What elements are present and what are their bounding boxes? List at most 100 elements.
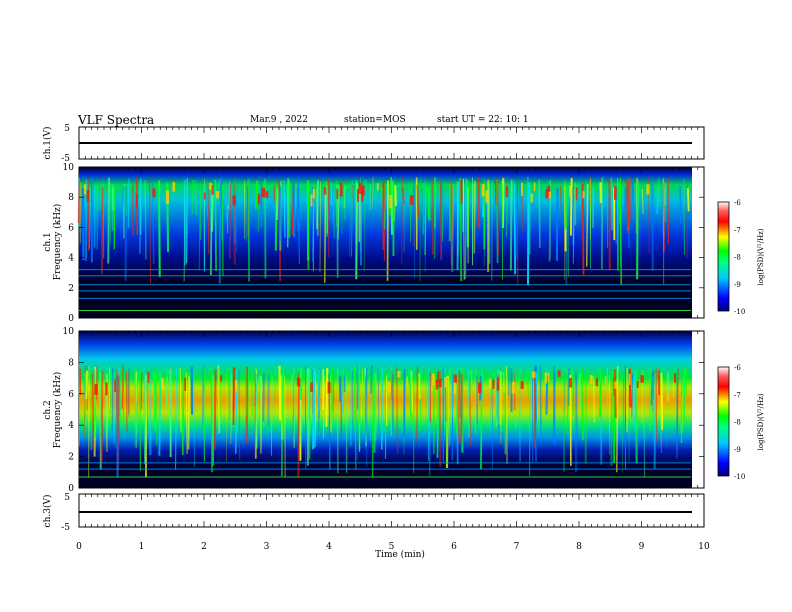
emission-hotspot	[557, 370, 561, 377]
emission-streak	[402, 187, 405, 205]
emission-streak	[278, 365, 282, 421]
emission-streak	[101, 187, 104, 275]
emission-hotspot	[209, 182, 212, 190]
ytick-label: 2	[68, 453, 74, 463]
ch1-spectrogram-lines	[79, 269, 691, 311]
emission-hotspot	[211, 185, 214, 195]
emission-streak	[370, 180, 373, 225]
emission-streak	[146, 368, 148, 429]
ytick-label: 4	[68, 421, 74, 431]
emission-streak	[686, 188, 690, 212]
x-tick-label: 4	[326, 542, 332, 552]
ch2-spectrogram-lines	[79, 462, 691, 478]
emission-hotspot	[511, 382, 516, 394]
start-time-label: start UT = 22: 10: 1	[437, 115, 529, 125]
emission-hotspot	[397, 371, 401, 378]
emission-hotspot	[203, 192, 206, 200]
emission-streak	[636, 181, 639, 280]
ch2-spectrogram-panel: ch.2 Frequency (kHz) 0 2 4 6 8 10	[43, 327, 705, 494]
emission-streak	[107, 177, 111, 264]
emission-streak	[194, 180, 198, 216]
emission-streak	[395, 366, 399, 454]
x-tick-label: 7	[514, 542, 520, 552]
ch1-spectrogram-ylabel-line2: Frequency (kHz)	[52, 204, 63, 281]
emission-streak	[683, 178, 686, 255]
emission-streak	[499, 371, 502, 398]
emission-streak	[279, 186, 282, 242]
emission-streak	[81, 188, 85, 261]
emission-streak	[187, 375, 190, 450]
emission-streak	[410, 370, 414, 412]
emission-hotspot	[435, 379, 439, 390]
ch1-ytick-5: 5	[64, 124, 70, 134]
emission-hotspot	[105, 382, 108, 396]
emission-hotspot	[265, 191, 269, 198]
emission-streak	[518, 182, 522, 204]
emission-streak	[656, 186, 659, 214]
emission-hotspot	[387, 381, 391, 393]
emission-streak	[121, 365, 124, 410]
emission-streak	[227, 183, 230, 209]
emission-streak	[144, 367, 148, 459]
emission-streak	[113, 372, 116, 444]
ch1-waveform-ylabel: ch.1(V)	[42, 127, 53, 160]
emission-hotspot	[406, 376, 408, 386]
emission-streak	[319, 181, 322, 273]
emission-hotspot	[234, 380, 238, 392]
emission-streak	[499, 371, 502, 426]
emission-streak	[158, 180, 161, 277]
emission-streak	[251, 366, 254, 416]
emission-streak	[448, 183, 452, 242]
emission-streak	[127, 178, 130, 228]
emission-hotspot	[389, 194, 393, 209]
ch1-colorbar: -6 -7 -8 -9 -10 log(PSD)(V²/Hz)	[717, 199, 765, 316]
emission-streak	[456, 181, 460, 271]
ch1-colorbar-scale	[717, 201, 730, 312]
emission-streak	[660, 372, 664, 430]
emission-streak	[125, 371, 128, 432]
emission-hotspot	[376, 183, 379, 191]
emission-streak	[657, 178, 661, 207]
ch3-waveform-ticks	[78, 494, 705, 527]
emission-streak	[307, 368, 309, 431]
emission-streak	[491, 374, 493, 470]
emission-hotspot	[184, 377, 187, 391]
emission-streak	[210, 367, 213, 473]
emission-streak	[619, 178, 622, 285]
emission-hotspot	[481, 183, 485, 197]
emission-streak	[434, 183, 436, 259]
emission-streak	[77, 182, 80, 224]
emission-streak	[135, 373, 138, 448]
emission-streak	[140, 372, 143, 410]
emission-streak	[323, 186, 327, 283]
emission-streak	[613, 369, 617, 419]
station-label: station=MOS	[344, 115, 406, 125]
x-tick-label: 8	[576, 542, 582, 552]
emission-streak	[460, 179, 463, 204]
ch1-emission-band	[79, 167, 692, 318]
emission-streak	[581, 183, 585, 275]
emission-hotspot	[310, 382, 313, 392]
ytick-label: 8	[68, 358, 74, 368]
emission-streak	[373, 373, 376, 453]
emission-hotspot	[431, 373, 435, 386]
emission-streak	[575, 375, 578, 441]
emission-streak	[198, 186, 201, 271]
x-tick-label: 9	[639, 542, 645, 552]
emission-hotspot	[492, 379, 495, 389]
ytick-label: 6	[68, 390, 74, 400]
emission-hotspot	[261, 188, 266, 198]
emission-streak	[316, 180, 319, 229]
emission-hotspot	[646, 184, 650, 195]
colorbar-tick-label: -9	[734, 446, 741, 454]
ch3-waveform-panel: 5 -5 ch.3(V) 0 1 2 3 4 5 6 7 8 9 10 Time (min)	[42, 493, 710, 560]
ch3-waveform-ylabel: ch.3(V)	[42, 495, 53, 528]
emission-streak	[355, 182, 358, 280]
ytick-label: 10	[63, 163, 75, 173]
emission-streak	[371, 176, 374, 209]
ytick-label: 0	[68, 484, 74, 494]
x-tick-label: 5	[389, 542, 395, 552]
ch2-colorbar-ticks: -6 -7 -8 -9 -10	[734, 364, 745, 481]
emission-streak	[418, 373, 421, 400]
